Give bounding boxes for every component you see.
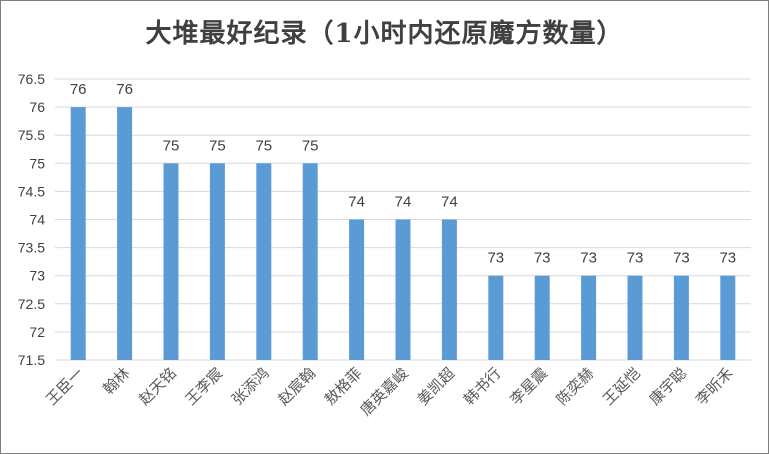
data-label: 75	[255, 137, 272, 154]
bar	[441, 219, 457, 360]
x-tick-label: 韩书行	[460, 364, 505, 409]
data-label: 73	[719, 250, 736, 267]
x-tick-label: 陈奕赫	[553, 364, 598, 409]
x-tick-label: 赵天铭	[135, 364, 180, 409]
data-label: 75	[302, 137, 319, 154]
bar	[117, 107, 133, 360]
bar	[534, 275, 550, 360]
x-tick-label: 李昕禾	[692, 364, 737, 409]
chart-title: 大堆最好纪录（1小时内还原魔方数量）	[145, 19, 624, 49]
bar	[488, 275, 504, 360]
y-tick-label: 76	[29, 99, 45, 115]
y-tick-label: 76.5	[18, 71, 45, 87]
data-label: 75	[209, 137, 226, 154]
x-tick-label: 王臣一	[42, 364, 87, 409]
y-tick-label: 72.5	[18, 296, 45, 312]
data-label: 73	[534, 250, 551, 267]
data-label: 73	[487, 250, 504, 267]
bar	[581, 275, 597, 360]
x-tick-label: 康宇聪	[646, 364, 691, 409]
bar	[627, 275, 643, 360]
data-label: 76	[116, 81, 133, 98]
bar	[209, 163, 225, 360]
x-tick-label: 敖格菲	[321, 364, 366, 409]
bar	[673, 275, 689, 360]
x-tick-label: 翰林	[99, 364, 133, 398]
bar	[163, 163, 179, 360]
data-label: 73	[580, 250, 597, 267]
y-tick-label: 75.5	[18, 127, 45, 143]
bar	[720, 275, 736, 360]
x-tick-label: 王延恺	[599, 364, 644, 409]
y-tick-label: 73.5	[18, 240, 45, 256]
x-tick-label: 赵宸翰	[274, 364, 319, 409]
bar	[256, 163, 272, 360]
y-tick-label: 74	[29, 212, 45, 228]
data-label: 74	[441, 194, 458, 211]
bar	[349, 219, 365, 360]
x-tick-label: 姜凯超	[414, 364, 459, 409]
y-tick-label: 73	[29, 268, 45, 284]
y-tick-label: 74.5	[18, 183, 45, 199]
y-tick-label: 72	[29, 324, 45, 340]
y-tick-label: 71.5	[18, 352, 45, 368]
x-tick-label: 唐英嘉峻	[357, 364, 412, 419]
bar	[302, 163, 318, 360]
data-label: 73	[673, 250, 690, 267]
bar	[70, 107, 86, 360]
data-label: 74	[348, 194, 365, 211]
data-label: 76	[70, 81, 87, 98]
data-label: 75	[163, 137, 180, 154]
x-tick-label: 李星震	[506, 364, 551, 409]
x-tick-label: 张添鸿	[228, 364, 273, 409]
y-tick-label: 75	[29, 155, 45, 171]
bar	[395, 219, 411, 360]
data-label: 74	[395, 194, 412, 211]
data-label: 73	[627, 250, 644, 267]
x-tick-label: 王李宸	[182, 364, 227, 409]
